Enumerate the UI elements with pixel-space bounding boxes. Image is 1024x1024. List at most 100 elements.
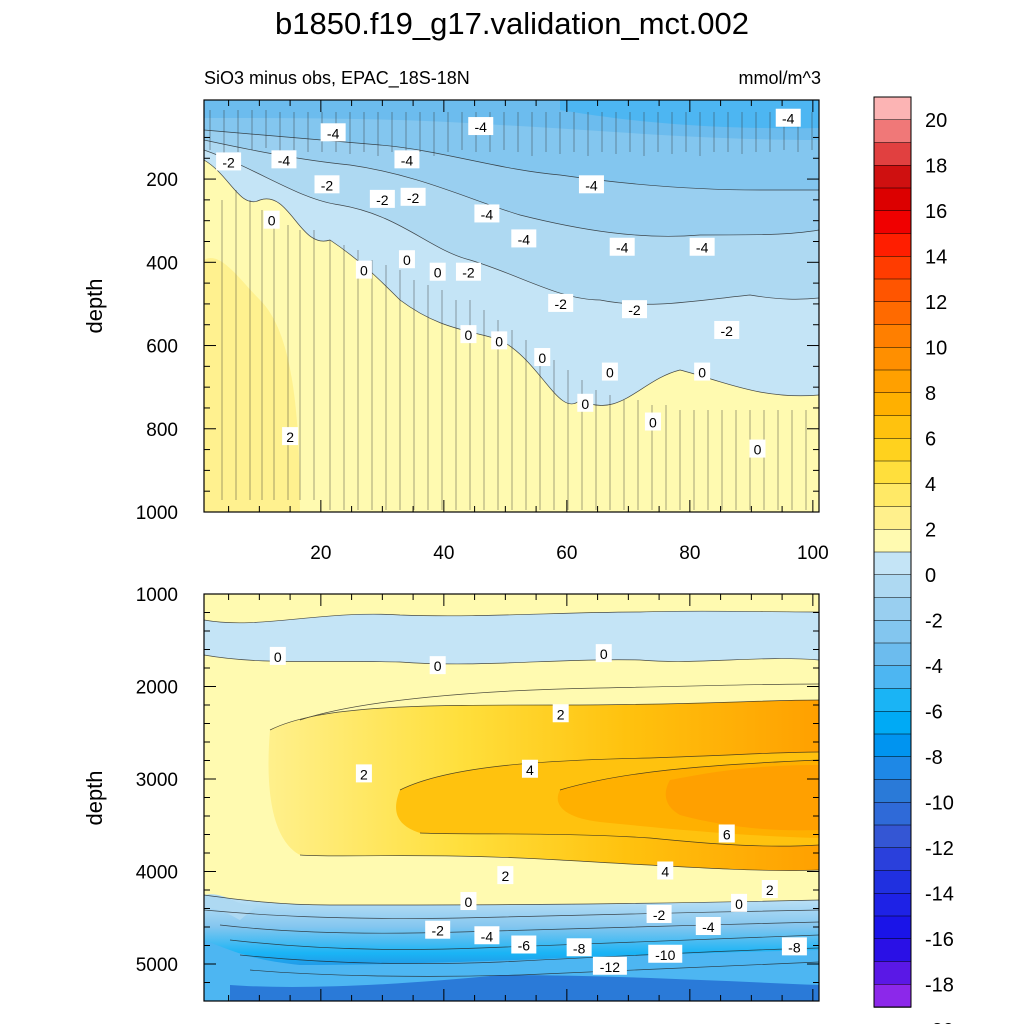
colorbar-box xyxy=(873,915,912,940)
top-contour-label: -4 xyxy=(616,240,629,256)
bottom-contour-label: -8 xyxy=(573,940,586,956)
top-contour-label: 0 xyxy=(649,415,657,431)
bottom-contour-label-bg xyxy=(497,866,514,885)
colorbar-label: -2 xyxy=(925,610,943,632)
colorbar-box xyxy=(873,369,912,394)
top-contour-label-bg xyxy=(548,293,574,312)
top-x-tick-label: 60 xyxy=(556,543,577,564)
top-contour-label-bg xyxy=(622,300,647,319)
colorbar-box xyxy=(873,597,912,621)
top-contour-label-bg xyxy=(534,348,551,367)
top-x-tick-labels: 20 40 60 80 100 xyxy=(310,543,828,564)
colorbar-box xyxy=(873,347,912,371)
colorbar-label: 20 xyxy=(925,110,947,132)
colorbar-box xyxy=(873,847,912,872)
top-contour-label-bg xyxy=(749,439,766,458)
colorbar-box xyxy=(873,870,912,894)
colorbar-box xyxy=(873,893,912,917)
top-contour-label-bg xyxy=(369,189,395,208)
bottom-contour-label: -6 xyxy=(518,938,531,954)
bottom-y-tick-labels: 1000 2000 3000 4000 5000 xyxy=(136,585,178,976)
top-contour-label-bg xyxy=(282,427,299,446)
colorbar-label: -14 xyxy=(925,883,954,905)
bottom-contour-label: 2 xyxy=(557,706,565,722)
top-contour-label-bg xyxy=(468,117,494,136)
top-contour-label: 0 xyxy=(403,252,411,268)
colorbar-label: -12 xyxy=(925,838,954,860)
colorbar-box xyxy=(873,119,912,144)
colorbar-box xyxy=(873,301,912,326)
bottom-contour-label: 2 xyxy=(360,766,368,782)
subtitle-left: SiO3 minus obs, EPAC_18S-18N xyxy=(204,68,470,89)
colorbar-box xyxy=(873,756,912,781)
bottom-contour-label-bg xyxy=(355,764,372,783)
top-contour-label-bg xyxy=(263,210,280,229)
bottom-contour-label-bg xyxy=(761,880,778,898)
bottom-contour-label: -10 xyxy=(655,947,675,963)
top-contour-label-bg xyxy=(429,262,446,281)
colorbar-box xyxy=(873,665,912,690)
top-contour-label-bg xyxy=(455,262,481,281)
top-y-tick-label: 800 xyxy=(146,420,178,441)
colorbar-box xyxy=(873,210,912,235)
top-x-tick-label: 40 xyxy=(433,543,454,564)
top-contour-label: -4 xyxy=(782,111,795,127)
colorbar-label: 2 xyxy=(925,519,936,541)
top-y-tick-label: 200 xyxy=(146,170,178,191)
bottom-contour-label: 4 xyxy=(661,864,669,880)
colorbar-label: 8 xyxy=(925,383,936,405)
bottom-contour-labels: 0 0 0 2 2 4 6 4 2 2 0 0 -2 -4 -2 -4 -6 -8 -8 -10 -12 xyxy=(269,644,807,975)
top-y-axis-label: depth xyxy=(82,278,107,333)
top-contour-label-bg xyxy=(714,320,740,339)
top-contour-label: -4 xyxy=(481,206,494,222)
bottom-contour-label: -4 xyxy=(481,928,494,944)
colorbar-box xyxy=(873,165,912,189)
colorbar-box xyxy=(873,711,912,735)
subtitle-right: mmol/m^3 xyxy=(739,68,821,88)
colorbar-label: -20 xyxy=(925,1020,954,1024)
colorbar-label: -8 xyxy=(925,747,943,769)
colorbar-label: 10 xyxy=(925,337,947,359)
top-contour-label: 0 xyxy=(538,350,546,366)
colorbar-box xyxy=(873,779,912,803)
colorbar-label: 4 xyxy=(925,474,936,496)
colorbar-box xyxy=(873,529,912,553)
bottom-contour-label: 2 xyxy=(766,882,774,898)
bottom-contour-label: 0 xyxy=(274,649,282,665)
colorbar-box xyxy=(873,233,912,257)
top-contour-label: 2 xyxy=(286,429,294,445)
top-contour-label: 0 xyxy=(465,327,473,343)
top-contour-label: -4 xyxy=(475,119,488,135)
colorbar-box xyxy=(873,938,912,963)
bottom-contour-label-bg xyxy=(695,917,721,935)
top-contour-label: 0 xyxy=(434,265,442,281)
bottom-contour-label-bg xyxy=(429,656,446,675)
top-contour-label: 0 xyxy=(606,365,614,381)
bottom-contour-label-bg xyxy=(460,892,477,911)
top-contour-label: -2 xyxy=(376,192,389,208)
colorbar-box xyxy=(873,278,912,303)
bottom-y-tick-label: 3000 xyxy=(136,770,178,791)
top-contour-label-bg xyxy=(320,123,346,142)
top-contour-label-bg xyxy=(491,331,508,350)
top-contour-label: 0 xyxy=(754,442,762,458)
top-contour-label: 0 xyxy=(268,213,276,229)
colorbar-box xyxy=(873,256,912,280)
colorbar-box xyxy=(873,142,912,166)
colorbar-box xyxy=(873,415,912,439)
colorbar-box xyxy=(873,824,912,849)
colorbar-label: 18 xyxy=(925,155,947,177)
colorbar-label: 12 xyxy=(925,292,947,314)
top-contour-label-bg xyxy=(601,362,618,381)
top-y-tick-label: 600 xyxy=(146,337,178,358)
top-contour-label-bg xyxy=(394,150,420,169)
top-x-tick-label: 20 xyxy=(310,543,331,564)
bottom-contour-label-bg xyxy=(648,944,683,963)
bottom-y-tick-label: 4000 xyxy=(136,863,178,884)
top-contour-label: -4 xyxy=(278,152,291,168)
colorbar-box xyxy=(873,733,912,758)
top-contour-label: -4 xyxy=(696,240,709,256)
colorbar-box xyxy=(873,984,912,1008)
chart-title: b1850.f19_g17.validation_mct.002 xyxy=(275,6,749,41)
